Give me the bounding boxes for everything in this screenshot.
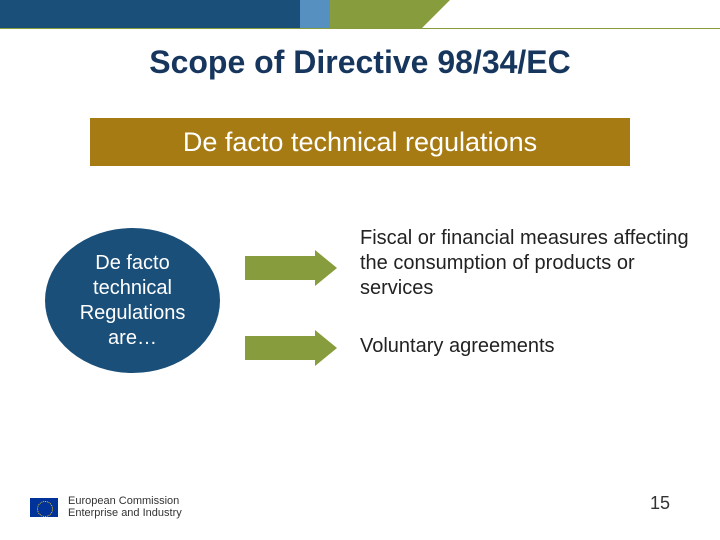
arrow-2 [245,330,337,366]
footer-line1: European Commission [68,495,182,508]
arrow-shaft-icon [245,336,315,360]
ellipse-line3: Regulations [80,301,186,326]
eu-flag-icon [30,498,58,517]
ellipse-callout: De facto technical Regulations are… [45,228,220,373]
stripe-white-notch [450,0,720,28]
divider-line [0,28,720,29]
bullet-item-2: Voluntary agreements [360,334,690,359]
arrow-1 [245,250,337,286]
stripe-lightblue [300,0,330,28]
footer-line2: Enterprise and Industry [68,507,182,520]
arrow-head-icon [315,330,337,366]
subtitle-bar: De facto technical regulations [90,118,630,166]
footer-text: European Commission Enterprise and Indus… [68,495,182,520]
slide-title: Scope of Directive 98/34/EC [0,44,720,81]
ellipse-line2: technical [93,276,172,301]
ellipse-line4: are… [108,326,157,351]
arrow-shaft-icon [245,256,315,280]
arrow-head-icon [315,250,337,286]
bullet-item-1: Fiscal or financial measures affecting t… [360,226,690,301]
page-number: 15 [650,493,670,514]
ellipse-line1: De facto [95,251,169,276]
subtitle-text: De facto technical regulations [183,127,537,158]
header-stripe [0,0,720,28]
stripe-navy [0,0,300,28]
footer: European Commission Enterprise and Indus… [30,495,182,520]
